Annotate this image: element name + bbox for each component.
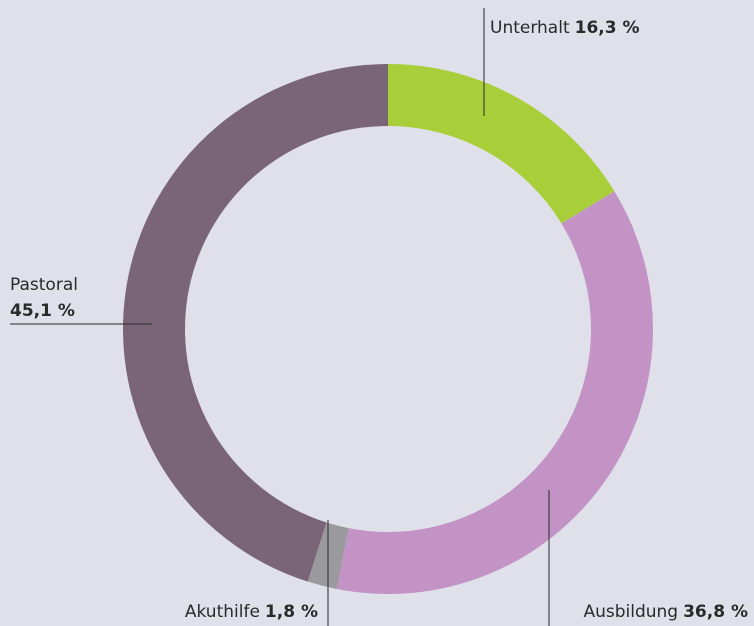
donut-segment xyxy=(336,191,654,595)
value-label: 1,8 % xyxy=(265,602,318,622)
category-name: Unterhalt xyxy=(490,18,570,38)
slice-label: Ausbildung 36,8 % xyxy=(583,602,748,622)
slice-label: Akuthilfe 1,8 % xyxy=(185,602,318,622)
value-label: 45,1 % xyxy=(10,301,75,321)
value-label: 16,3 % xyxy=(575,18,640,38)
donut-segment xyxy=(388,64,615,224)
value-label: 36,8 % xyxy=(683,602,748,622)
category-name: Akuthilfe xyxy=(185,602,260,622)
category-name: Ausbildung xyxy=(583,602,678,622)
slice-label: Unterhalt 16,3 % xyxy=(490,18,640,38)
slice-label: Pastoral xyxy=(10,275,78,295)
donut-segment xyxy=(122,64,388,582)
